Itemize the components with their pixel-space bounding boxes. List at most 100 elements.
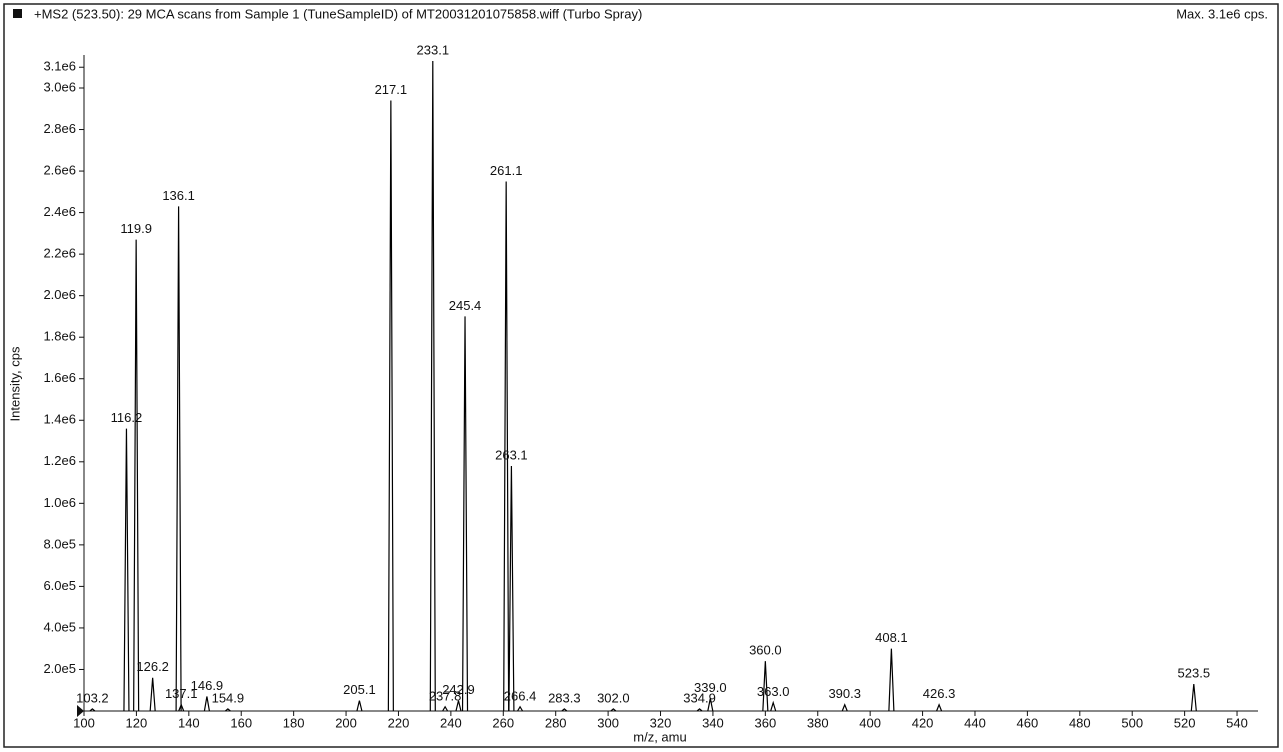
y-axis-label: Intensity, cps: [7, 346, 22, 421]
peak: [149, 677, 156, 712]
peak: [123, 428, 130, 712]
x-tick-label: 240: [440, 715, 462, 730]
max-label: Max. 3.1e6 cps.: [1176, 6, 1268, 21]
peak-label: 126.2: [136, 659, 169, 674]
peak: [696, 708, 703, 712]
peak: [841, 703, 848, 712]
peak: [503, 181, 510, 712]
x-tick-label: 140: [178, 715, 200, 730]
y-tick-label: 6.0e5: [43, 578, 76, 593]
x-tick-label: 260: [492, 715, 514, 730]
y-tick-label: 1.6e6: [43, 370, 76, 385]
peak-label: 242.9: [442, 682, 475, 697]
x-tick-label: 520: [1174, 715, 1196, 730]
peak-label: 146.9: [191, 678, 224, 693]
peak: [175, 206, 182, 712]
x-tick-label: 180: [283, 715, 305, 730]
peak-label: 154.9: [212, 690, 245, 705]
peak: [1190, 683, 1197, 712]
y-tick-label: 2.8e6: [43, 121, 76, 136]
peak-label: 233.1: [417, 42, 450, 57]
peak-label: 136.1: [162, 188, 195, 203]
peak: [936, 703, 943, 712]
y-tick-label: 4.0e5: [43, 619, 76, 634]
y-tick-label: 2.0e6: [43, 287, 76, 302]
peak: [455, 700, 462, 712]
origin-marker: [77, 705, 84, 717]
peak-label: 245.4: [449, 298, 482, 313]
peak: [387, 100, 394, 712]
y-tick-label: 3.1e6: [43, 59, 76, 74]
x-tick-label: 220: [388, 715, 410, 730]
y-tick-label: 2.6e6: [43, 163, 76, 178]
peak-label: 363.0: [757, 684, 790, 699]
x-tick-label: 500: [1121, 715, 1143, 730]
peak-label: 339.0: [694, 680, 727, 695]
peak-label: 137.1: [165, 686, 198, 701]
peak-label: 302.0: [597, 690, 630, 705]
x-axis-label: m/z, amu: [633, 729, 686, 744]
peak: [442, 705, 449, 712]
x-tick-label: 480: [1069, 715, 1091, 730]
x-tick-label: 420: [912, 715, 934, 730]
peak: [178, 703, 185, 712]
peak: [707, 698, 714, 712]
x-tick-label: 340: [702, 715, 724, 730]
y-tick-label: 1.2e6: [43, 453, 76, 468]
peak-label: 205.1: [343, 682, 376, 697]
chart-title: +MS2 (523.50): 29 MCA scans from Sample …: [34, 6, 642, 21]
peak: [203, 696, 210, 712]
peak-label: 237.8: [429, 688, 462, 703]
peak: [356, 700, 363, 712]
x-tick-label: 360: [754, 715, 776, 730]
peak: [888, 648, 895, 712]
peak-label: 283.3: [548, 690, 581, 705]
peak-label: 390.3: [828, 686, 861, 701]
x-tick-label: 540: [1226, 715, 1248, 730]
peak-label: 334.9: [683, 690, 716, 705]
peak-label: 261.1: [490, 163, 523, 178]
x-tick-label: 160: [230, 715, 252, 730]
peak-label: 266.4: [504, 688, 537, 703]
frame: [3, 3, 1279, 748]
peak-label: 426.3: [923, 686, 956, 701]
header-icon: [13, 9, 22, 18]
peak: [561, 708, 568, 712]
peak-label: 116.2: [111, 410, 143, 425]
y-tick-label: 2.2e6: [43, 246, 76, 261]
peak: [133, 239, 140, 712]
x-tick-label: 200: [335, 715, 357, 730]
peak-label: 119.9: [120, 221, 152, 236]
y-tick-label: 2.0e5: [43, 661, 76, 676]
peak: [461, 316, 469, 712]
x-tick-label: 280: [545, 715, 567, 730]
peak: [508, 465, 515, 712]
x-tick-label: 320: [650, 715, 672, 730]
y-tick-label: 8.0e5: [43, 536, 76, 551]
x-tick-label: 300: [597, 715, 619, 730]
peak: [610, 708, 617, 712]
x-tick-label: 460: [1017, 715, 1039, 730]
y-tick-label: 1.4e6: [43, 412, 76, 427]
peak-label: 263.1: [495, 447, 528, 462]
peak: [89, 708, 96, 712]
x-tick-label: 100: [73, 715, 95, 730]
peak-label: 523.5: [1178, 665, 1211, 680]
peak: [770, 700, 777, 712]
x-tick-label: 400: [859, 715, 881, 730]
y-tick-label: 2.4e6: [43, 204, 76, 219]
x-tick-label: 380: [807, 715, 829, 730]
peak-label: 408.1: [875, 630, 908, 645]
peak: [429, 60, 436, 712]
peak-label: 217.1: [375, 82, 408, 97]
peak: [762, 661, 769, 712]
y-tick-label: 1.8e6: [43, 329, 76, 344]
y-tick-label: 1.0e6: [43, 495, 76, 510]
peak-label: 103.2: [76, 690, 109, 705]
peak-label: 360.0: [749, 643, 782, 658]
peak: [517, 705, 524, 712]
x-tick-label: 440: [964, 715, 986, 730]
peak: [224, 708, 231, 712]
